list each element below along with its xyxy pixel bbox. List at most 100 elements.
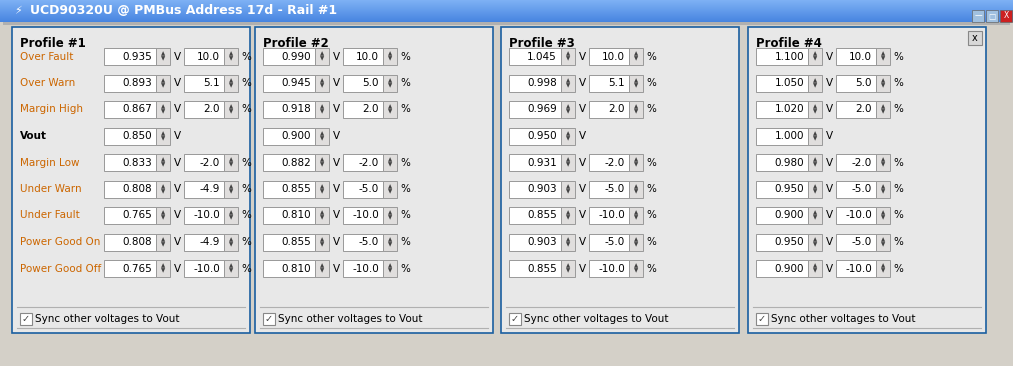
- Bar: [589, 154, 629, 171]
- Text: ▲: ▲: [320, 264, 324, 268]
- Text: ▲: ▲: [812, 131, 817, 136]
- Text: 0.900: 0.900: [775, 264, 804, 273]
- Bar: [0, 17, 1013, 18]
- Text: ▲: ▲: [320, 237, 324, 242]
- Text: ▲: ▲: [229, 157, 233, 163]
- Text: 0.765: 0.765: [123, 264, 152, 273]
- Bar: [986, 10, 998, 22]
- Text: x: x: [972, 33, 978, 43]
- Bar: [629, 48, 643, 65]
- Text: Power Good On: Power Good On: [20, 237, 100, 247]
- Text: ▼: ▼: [881, 242, 885, 247]
- Bar: [315, 207, 329, 224]
- Bar: [808, 180, 822, 198]
- Bar: [509, 313, 521, 325]
- Text: 0.808: 0.808: [123, 184, 152, 194]
- Text: ▼: ▼: [634, 57, 638, 61]
- Bar: [263, 127, 315, 145]
- Text: %: %: [893, 184, 903, 194]
- Bar: [0, 20, 1013, 21]
- Text: ▲: ▲: [161, 104, 165, 109]
- Text: -5.0: -5.0: [852, 237, 872, 247]
- Bar: [0, 9, 1013, 10]
- Text: %: %: [400, 264, 410, 273]
- Bar: [315, 180, 329, 198]
- Bar: [756, 207, 808, 224]
- Text: %: %: [646, 237, 655, 247]
- Text: ▼: ▼: [634, 163, 638, 168]
- Text: -10.0: -10.0: [599, 210, 625, 220]
- Text: -5.0: -5.0: [359, 184, 379, 194]
- Text: 0.969: 0.969: [527, 105, 557, 115]
- Text: ▼: ▼: [320, 163, 324, 168]
- Bar: [808, 101, 822, 118]
- Text: —: —: [975, 11, 982, 20]
- Bar: [184, 154, 224, 171]
- Text: V: V: [579, 237, 587, 247]
- Bar: [263, 48, 315, 65]
- Text: ▲: ▲: [388, 237, 392, 242]
- Bar: [0, 3, 1013, 4]
- Text: ▼: ▼: [881, 189, 885, 194]
- Bar: [184, 260, 224, 277]
- Text: Profile #4: Profile #4: [756, 37, 822, 50]
- Text: Over Fault: Over Fault: [20, 52, 73, 61]
- Text: V: V: [174, 78, 181, 88]
- Bar: [0, 14, 1013, 15]
- Text: Sync other voltages to Vout: Sync other voltages to Vout: [771, 314, 916, 324]
- Bar: [629, 207, 643, 224]
- Bar: [383, 260, 397, 277]
- Text: ▲: ▲: [566, 184, 570, 189]
- Bar: [0, 2, 1013, 3]
- Bar: [756, 260, 808, 277]
- Text: V: V: [826, 52, 833, 61]
- Text: 0.900: 0.900: [282, 131, 311, 141]
- Text: ▲: ▲: [320, 210, 324, 216]
- Bar: [808, 127, 822, 145]
- Bar: [184, 180, 224, 198]
- Text: ▼: ▼: [566, 57, 570, 61]
- Text: ▼: ▼: [161, 269, 165, 273]
- Text: V: V: [174, 157, 181, 168]
- Text: ▼: ▼: [566, 269, 570, 273]
- Text: 2.0: 2.0: [609, 105, 625, 115]
- Text: 5.0: 5.0: [856, 78, 872, 88]
- Text: ▲: ▲: [161, 264, 165, 268]
- Text: -5.0: -5.0: [359, 237, 379, 247]
- Text: ▼: ▼: [634, 216, 638, 221]
- Text: %: %: [241, 78, 251, 88]
- Text: -5.0: -5.0: [852, 184, 872, 194]
- Text: ▼: ▼: [388, 189, 392, 194]
- Text: Sync other voltages to Vout: Sync other voltages to Vout: [35, 314, 179, 324]
- Text: ▲: ▲: [320, 157, 324, 163]
- Bar: [315, 75, 329, 92]
- Bar: [589, 75, 629, 92]
- Text: %: %: [893, 52, 903, 61]
- Bar: [561, 207, 575, 224]
- Bar: [263, 180, 315, 198]
- Text: ▲: ▲: [320, 52, 324, 56]
- Bar: [836, 180, 876, 198]
- Text: 1.050: 1.050: [774, 78, 804, 88]
- Bar: [629, 75, 643, 92]
- Bar: [343, 48, 383, 65]
- Bar: [184, 207, 224, 224]
- Bar: [263, 313, 275, 325]
- Text: ▲: ▲: [388, 210, 392, 216]
- Text: ▲: ▲: [634, 78, 638, 83]
- Text: %: %: [241, 210, 251, 220]
- Bar: [156, 234, 170, 250]
- Text: V: V: [333, 78, 340, 88]
- Text: ▼: ▼: [161, 83, 165, 88]
- Bar: [876, 207, 890, 224]
- Text: ▲: ▲: [566, 52, 570, 56]
- Text: -10.0: -10.0: [193, 210, 220, 220]
- Bar: [0, 19, 1013, 20]
- Bar: [589, 207, 629, 224]
- Bar: [808, 207, 822, 224]
- Bar: [836, 207, 876, 224]
- Bar: [383, 75, 397, 92]
- Bar: [0, 4, 1013, 5]
- Bar: [3, 22, 1010, 25]
- Bar: [156, 180, 170, 198]
